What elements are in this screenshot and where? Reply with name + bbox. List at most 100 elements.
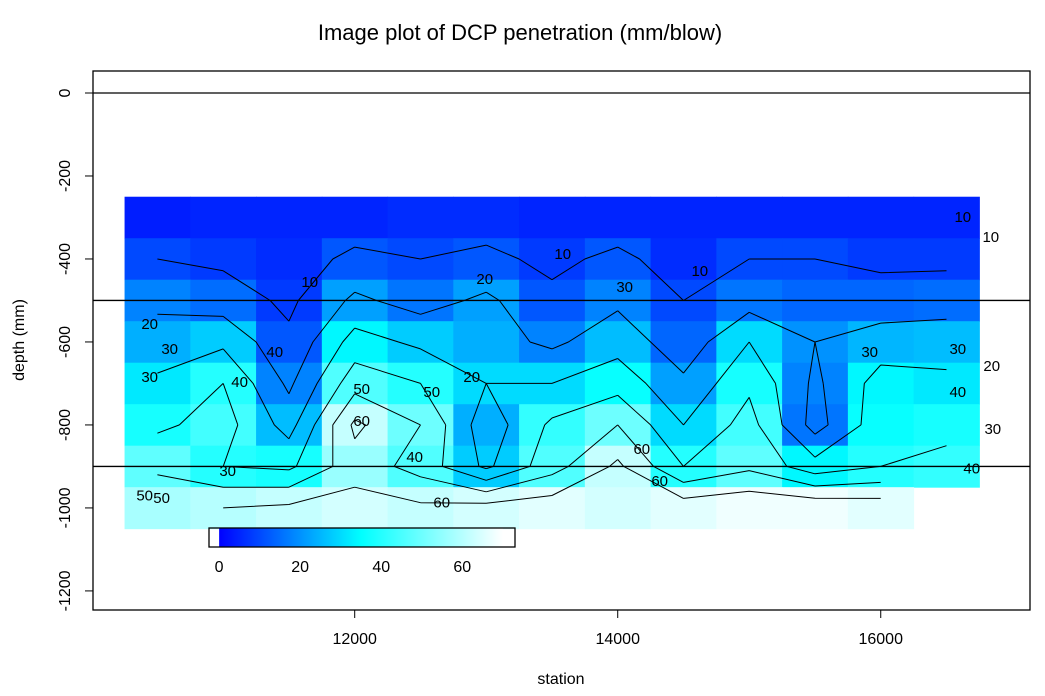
- heat-cell: [584, 321, 652, 364]
- x-tick-label: 14000: [595, 631, 640, 648]
- colorbar-frame: [208, 527, 516, 548]
- x-tick-label: 16000: [858, 631, 903, 648]
- heat-cell: [913, 321, 980, 364]
- contour-label: 60: [353, 413, 370, 430]
- heat-cell: [650, 487, 717, 530]
- contour-line: [157, 327, 947, 470]
- heat-cell: [650, 362, 717, 405]
- colorbar: [219, 528, 503, 547]
- contour-label: 30: [616, 279, 633, 296]
- heat-cell: [124, 404, 191, 447]
- contour-line: [223, 419, 881, 509]
- heat-cell: [256, 362, 323, 405]
- heat-cell: [782, 362, 849, 405]
- heat-cell: [716, 404, 783, 447]
- heat-cell: [782, 487, 849, 530]
- x-axis-label: station: [537, 671, 584, 688]
- heat-cell: [321, 321, 389, 364]
- y-tick-label: 0: [57, 88, 74, 97]
- heat-cell: [584, 238, 652, 281]
- heat-cell: [913, 404, 980, 447]
- contour-label: 20: [141, 316, 158, 333]
- heat-cell: [453, 196, 520, 239]
- contour-label: 60: [651, 473, 668, 490]
- heat-cell: [124, 321, 191, 364]
- y-tick-label: -1200: [57, 570, 74, 611]
- plot-frame: [92, 70, 1031, 611]
- heat-cell: [256, 196, 323, 239]
- heat-cell: [124, 196, 191, 239]
- heat-cell: [256, 238, 323, 281]
- heat-cell: [124, 362, 191, 405]
- heat-cell: [519, 487, 586, 530]
- contour-label: 50: [153, 490, 170, 507]
- heat-cell: [716, 196, 783, 239]
- contour-label: 10: [301, 274, 318, 291]
- y-tick-label: -1000: [57, 487, 74, 528]
- heat-cell: [519, 321, 586, 364]
- y-axis-label: depth (mm): [11, 299, 28, 381]
- contour-label: 60: [433, 495, 450, 512]
- heat-cell: [256, 487, 323, 530]
- y-tick-label: -400: [57, 243, 74, 275]
- heat-cell: [847, 238, 915, 281]
- heat-cell: [190, 196, 257, 239]
- contour-label: 60: [633, 441, 650, 458]
- heat-cell: [782, 196, 849, 239]
- contour-label: 20: [983, 358, 1000, 375]
- heat-cell: [650, 404, 717, 447]
- heat-cell: [190, 321, 257, 364]
- heat-cell: [453, 487, 520, 530]
- y-tick-label: -600: [57, 326, 74, 358]
- contour-label: 40: [266, 344, 283, 361]
- heat-cell: [256, 404, 323, 447]
- heat-cell: [321, 487, 389, 530]
- contour-label: 30: [161, 341, 178, 358]
- contour-label: 10: [691, 263, 708, 280]
- heat-cell: [453, 321, 520, 364]
- contour-line: [157, 291, 947, 435]
- contour-label: 30: [141, 369, 158, 386]
- colorbar-tick-label: 20: [291, 559, 309, 576]
- heat-cell: [650, 196, 717, 239]
- heat-cell: [453, 404, 520, 447]
- contour-label: 30: [949, 341, 966, 358]
- contour-label: 50: [353, 381, 370, 398]
- heat-cell: [847, 404, 915, 447]
- contour-line: [157, 362, 947, 481]
- heat-cell: [716, 487, 783, 530]
- contour-label: 10: [982, 229, 999, 246]
- colorbar-tick-label: 40: [372, 559, 390, 576]
- heat-cell: [913, 196, 980, 239]
- heat-cell: [321, 238, 389, 281]
- heat-cell: [519, 404, 586, 447]
- heat-cell: [913, 362, 980, 405]
- contour-label: 30: [219, 463, 236, 480]
- contour-label: 50: [423, 384, 440, 401]
- contour-label: 30: [861, 344, 878, 361]
- contour-line: [157, 393, 881, 493]
- heat-cell: [847, 321, 915, 364]
- y-tick-label: -200: [57, 160, 74, 192]
- heat-cell: [519, 238, 586, 281]
- heat-cell: [519, 196, 586, 239]
- contour-label: 40: [406, 449, 423, 466]
- heat-cell: [913, 238, 980, 281]
- heat-cell: [387, 196, 454, 239]
- contour-label: 10: [554, 246, 571, 263]
- contour-label: 50: [136, 488, 153, 505]
- contour-label: 20: [476, 271, 493, 288]
- heat-cell: [650, 321, 717, 364]
- contour-label: 40: [949, 384, 966, 401]
- heat-cell: [256, 321, 323, 364]
- x-tick-label: 12000: [332, 631, 377, 648]
- contour-line: [157, 244, 947, 322]
- heat-cell: [782, 404, 849, 447]
- contour-label: 40: [231, 374, 248, 391]
- colorbar-tick-label: 60: [453, 559, 471, 576]
- y-tick-label: -800: [57, 409, 74, 441]
- heat-cell: [847, 487, 915, 530]
- heat-cell: [387, 487, 454, 530]
- heat-cell: [190, 404, 257, 447]
